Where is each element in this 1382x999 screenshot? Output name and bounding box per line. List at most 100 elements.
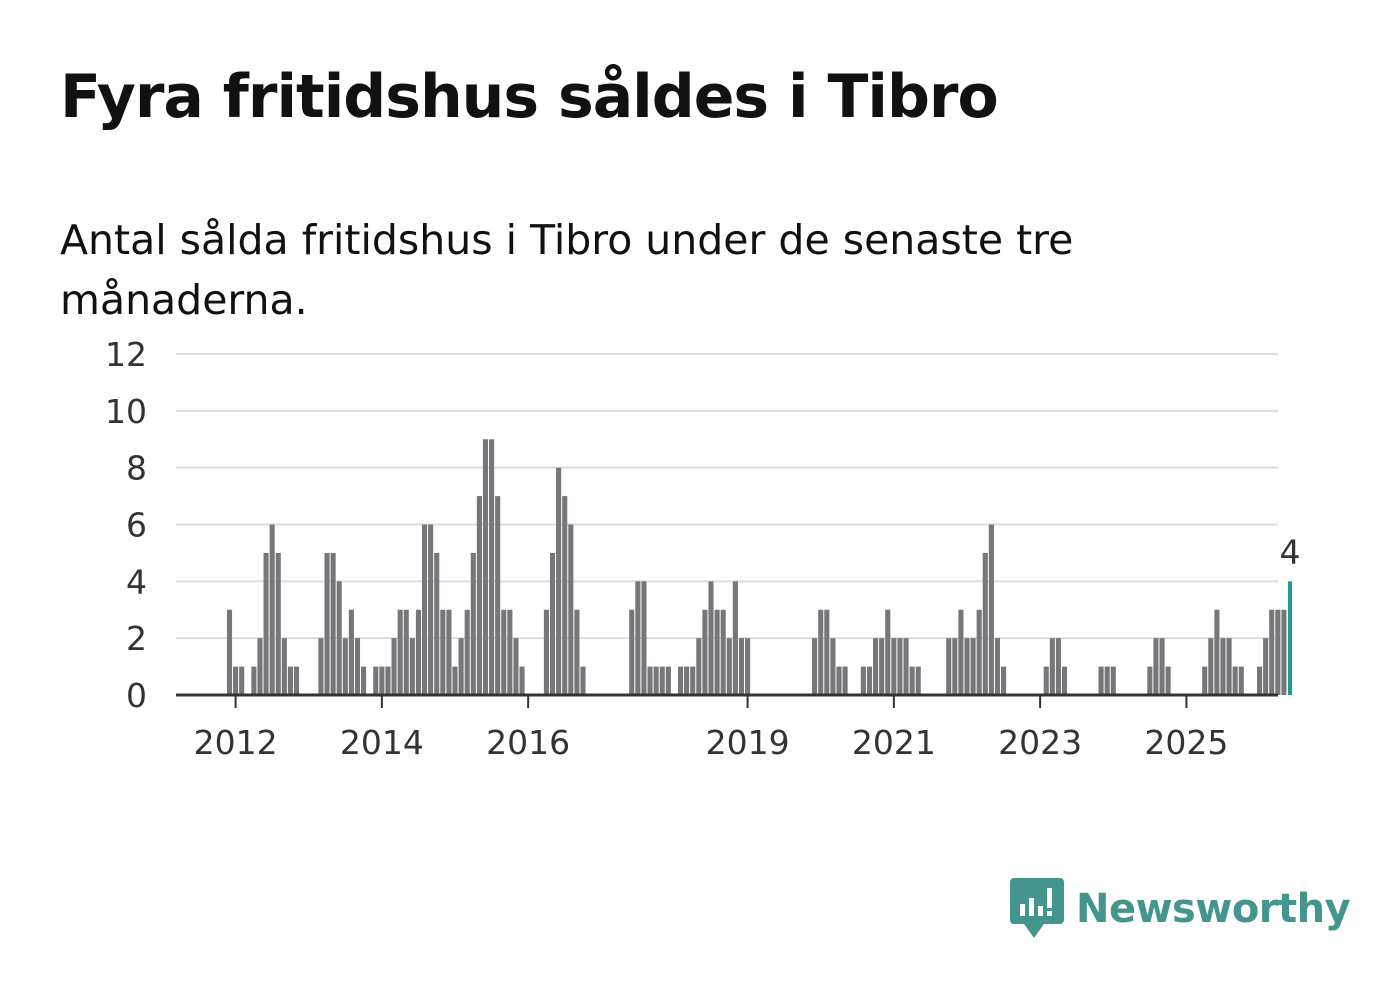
bar: [1238, 666, 1244, 695]
bar: [1226, 638, 1232, 695]
x-tick-label: 2012: [194, 723, 278, 762]
bar: [915, 666, 921, 695]
bar: [1043, 666, 1049, 695]
bar: [336, 581, 342, 695]
x-tick-label: 2025: [1144, 723, 1228, 762]
bar: [659, 666, 665, 695]
bar: [293, 666, 300, 695]
bar: [964, 638, 970, 695]
bar: [647, 666, 653, 695]
bar: [1110, 666, 1116, 695]
bar: [562, 496, 568, 695]
bar: [1159, 638, 1165, 695]
bar: [909, 666, 915, 695]
bar: [495, 496, 501, 695]
bar: [226, 609, 233, 695]
bar: [684, 666, 690, 695]
bar: [324, 552, 330, 695]
axes: 2012 2014 2016 2019 2021 2023 2025: [176, 693, 1278, 762]
bar: [1257, 666, 1263, 695]
bar: [513, 638, 519, 695]
bar: [836, 666, 842, 695]
bar: [440, 609, 446, 695]
bar: [988, 524, 994, 695]
bar: [1055, 638, 1061, 695]
y-tick-label: 2: [126, 619, 147, 658]
bar: [482, 439, 489, 695]
bar: [1001, 666, 1007, 695]
bar: [397, 609, 403, 695]
bar: [281, 638, 287, 695]
bar: [653, 666, 659, 695]
bar: [354, 638, 361, 695]
bar: [1061, 666, 1068, 695]
chart-subtitle: Antal sålda fritidshus i Tibro under de …: [60, 216, 1074, 324]
x-tick-label: 2021: [852, 723, 936, 762]
bar: [732, 581, 738, 695]
bar: [629, 609, 635, 695]
bar: [1263, 638, 1269, 695]
bar: [403, 609, 409, 695]
bar: [385, 666, 391, 695]
bar: [476, 496, 482, 695]
bar: [1049, 638, 1055, 695]
bar: [903, 638, 909, 695]
bar: [330, 552, 336, 695]
bar: [860, 666, 866, 695]
bar: [812, 638, 818, 695]
bar: [1208, 638, 1214, 695]
bar: [379, 666, 385, 695]
bar: [452, 666, 458, 695]
bar: [970, 638, 976, 695]
bar: [257, 638, 263, 695]
bar: [1165, 666, 1171, 695]
bar: [543, 609, 549, 695]
newsworthy-logo[interactable]: Newsworthy: [1010, 878, 1351, 940]
bar: [1281, 609, 1287, 695]
bar: [708, 581, 714, 695]
bar: [568, 524, 574, 695]
bar: [1275, 609, 1281, 695]
highlight-bar: [1288, 581, 1293, 695]
bar: [958, 609, 964, 695]
bar: [269, 524, 275, 695]
bar: [556, 467, 562, 695]
bar: [982, 552, 988, 695]
y-tick-label: 0: [126, 676, 147, 715]
highlight-value-label: 4: [1280, 532, 1301, 571]
brand-name: Newsworthy: [1076, 886, 1351, 932]
bar: [879, 638, 885, 695]
bar: [866, 666, 873, 695]
bar: [696, 638, 702, 695]
bar: [348, 609, 354, 695]
bar: [409, 638, 415, 695]
bar: [464, 609, 470, 695]
bar: [745, 638, 751, 695]
bar: [415, 609, 421, 695]
bar: [641, 581, 647, 695]
bar: [287, 666, 293, 695]
bar: [489, 439, 495, 695]
bar: [342, 638, 348, 695]
bar: [1232, 666, 1238, 695]
gridlines: 0 2 4 6 8 10 12: [105, 335, 1278, 715]
bar: [549, 552, 556, 695]
bar: [842, 666, 848, 695]
bar: [373, 666, 379, 695]
bar: [690, 666, 696, 695]
bar: [885, 609, 891, 695]
y-tick-label: 8: [126, 449, 147, 488]
bar: [714, 609, 720, 695]
bar: [574, 609, 580, 695]
bar: [1214, 609, 1220, 695]
bar: [720, 609, 726, 695]
bar: [1153, 638, 1159, 695]
bar: [1202, 666, 1208, 695]
bar: [251, 666, 257, 695]
bar: [391, 638, 397, 695]
bar: [421, 524, 428, 695]
bar: [1220, 638, 1226, 695]
y-tick-label: 4: [126, 562, 147, 601]
bar: [458, 638, 464, 695]
